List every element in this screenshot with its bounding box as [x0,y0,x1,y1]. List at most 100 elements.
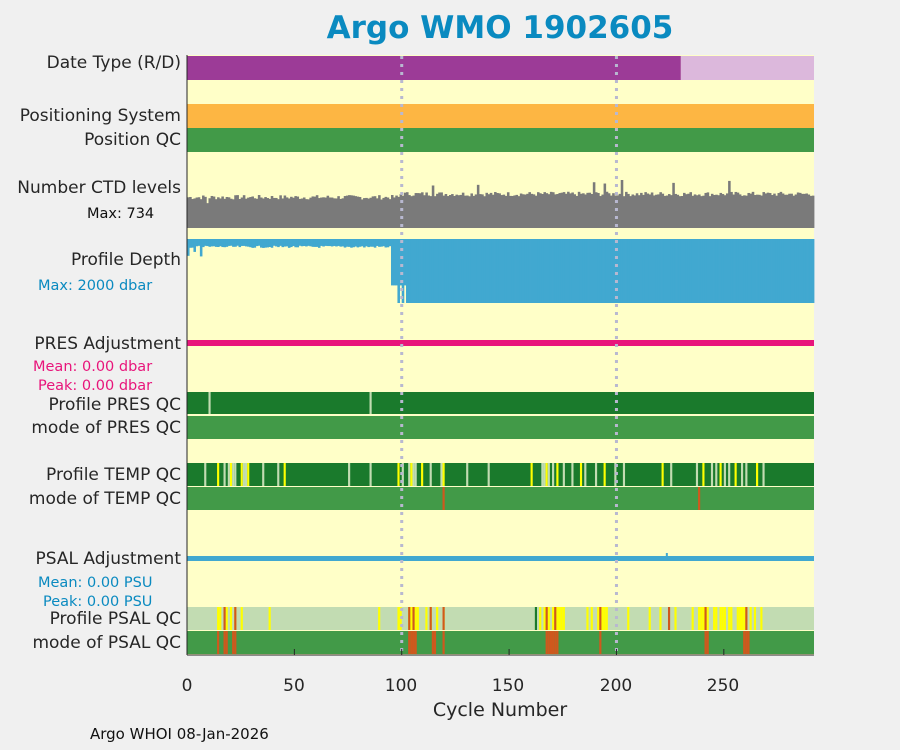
ctd-level-bar [564,193,568,228]
profile-depth-bar [429,239,433,303]
ctd-level-bar [494,192,497,228]
profile-depth-bar [650,239,654,303]
psal-mode-red-mark [706,631,709,654]
temp-qc-flag-mark [277,463,280,486]
ctd-level-bar [406,192,409,228]
profile-depth-bar [249,239,252,248]
profile-depth-bar [571,239,574,303]
temp-qc-flag-mark [541,463,544,486]
profile-depth-bar [408,239,411,303]
profile-depth-bar [569,239,572,303]
profile-depth-bar [268,239,272,247]
temp-qc-flag-mark [348,463,351,486]
profile-depth-bar [736,239,740,303]
ctd-level-bar [328,197,332,228]
profile-temp-qc-bar [187,463,814,486]
ctd-level-bar [227,197,231,228]
ctd-level-bar [558,193,562,228]
ctd-level-bar [728,180,731,228]
ctd-level-bar [457,195,461,228]
ctd-level-bar [382,197,385,228]
ctd-level-bar [485,192,489,228]
temp-qc-flag-mark [227,463,230,486]
profile-depth-bar [708,239,712,303]
ctd-level-bar [354,196,358,228]
profile-depth-bar [747,239,750,303]
profile-depth-bar [657,239,660,303]
profile-depth-bar [382,239,385,247]
profile-depth-bar [506,239,510,303]
profile-depth-bar [773,239,776,303]
ctd-level-bar [463,195,467,228]
profile-depth-bar [483,239,486,303]
date-type-realtime-bar [187,56,681,80]
psal-qc-red-mark [545,607,548,630]
profile-depth-bar [788,239,791,303]
ctd-level-bar [440,192,443,228]
psal-mode-red-mark [704,631,707,654]
ctd-level-bar [689,192,693,228]
profile-depth-bar [618,239,622,303]
profile-depth-bar [640,239,643,303]
profile-depth-bar [700,239,703,303]
psal-qc-yellow-mark [736,607,739,630]
profile-depth-bar [504,239,508,303]
ctd-level-bar [616,195,619,228]
temp-qc-flag-mark [728,463,731,486]
ctd-level-bar [412,195,416,228]
profile-depth-bar [262,239,265,248]
profile-depth-bar [616,239,619,303]
profile-depth-bar [232,239,235,247]
ctd-level-bar [657,194,660,228]
ctd-level-bar [446,196,450,228]
ctd-level-bar [545,193,549,228]
row-label-profile-depth: Profile Depth [70,250,181,270]
profile-depth-bar [363,239,366,248]
profile-depth-bar [279,239,282,246]
ctd-level-bar [195,197,199,228]
profile-depth-bar [652,239,656,303]
profile-depth-bar [809,239,813,303]
pres-qc-flag-mark [208,392,211,414]
profile-depth-bar [635,239,639,303]
profile-depth-bar [610,239,613,303]
profile-depth-bar [195,239,199,247]
ctd-level-bar [262,198,265,228]
profile-depth-bar [356,239,360,248]
ctd-level-bar [337,196,340,228]
ctd-level-bar [524,194,527,228]
profile-depth-bar [579,239,583,303]
ctd-level-bar [644,192,647,228]
ctd-level-bar [635,193,639,228]
profile-depth-bar [476,239,480,303]
profile-depth-bar [217,239,220,247]
pres-qc-flag-mark [369,392,372,414]
ctd-level-bar [702,195,705,228]
profile-depth-bar [719,239,723,303]
ctd-level-bar [676,194,680,228]
ctd-level-bar [554,194,557,228]
ctd-level-bar [560,192,564,228]
temp-qc-flag-mark [756,463,759,486]
profile-depth-bar [345,239,349,247]
temp-qc-flag-mark [440,463,443,486]
ctd-level-bar [438,192,441,228]
profile-depth-bar [528,239,531,303]
profile-depth-bar [717,239,720,303]
ctd-level-bar [715,194,718,228]
psal-qc-yellow-mark [728,607,731,630]
ctd-level-bar [597,192,600,228]
ctd-level-bar [562,192,566,228]
profile-depth-bar [730,239,733,303]
ctd-level-bar [803,193,806,228]
profile-depth-bar [444,239,448,303]
temp-qc-flag-mark [466,463,469,486]
temp-qc-flag-mark [283,463,286,486]
profile-depth-bar [397,239,400,303]
profile-depth-bar [290,239,293,248]
profile-depth-bar [307,239,310,246]
ctd-level-bar [356,196,360,228]
ctd-level-bar [633,195,637,228]
profile-depth-bar [446,239,450,303]
ctd-level-bar [771,195,774,228]
